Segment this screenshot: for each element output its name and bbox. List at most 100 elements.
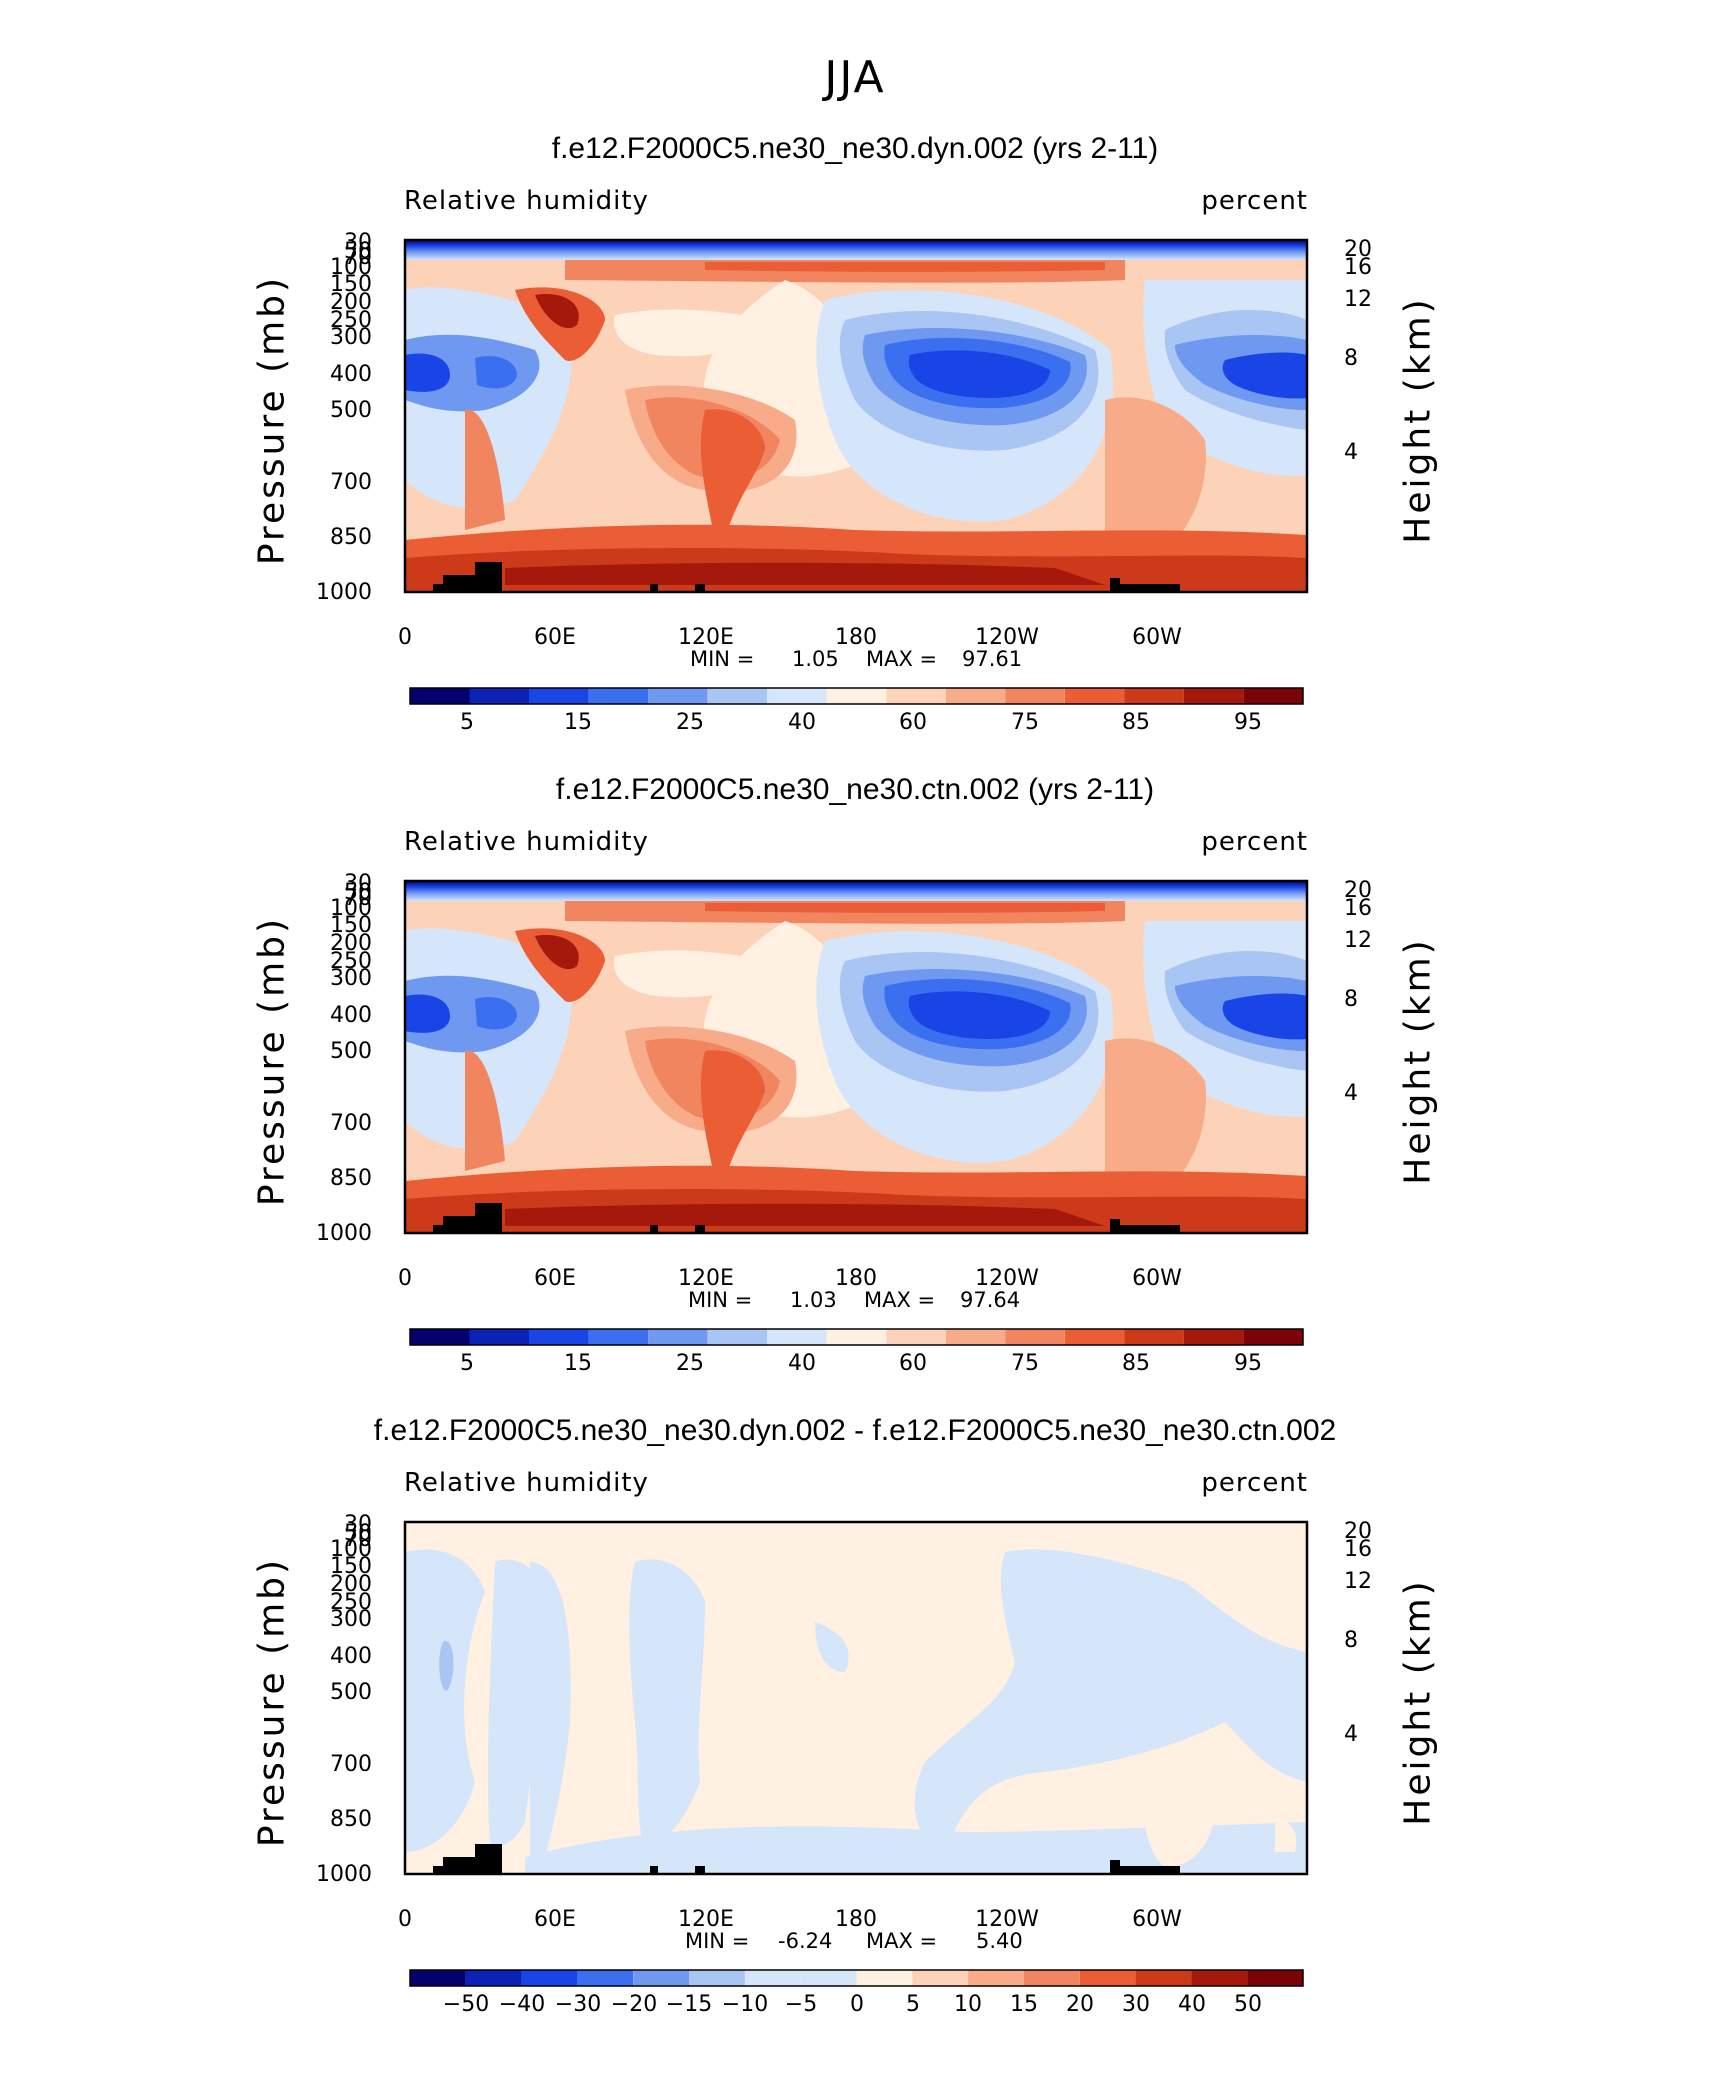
panel3-field-pos-east — [1143, 1762, 1215, 1867]
panel3-ytick: 50 — [344, 1521, 372, 1546]
panel3-field-neg-east2 — [815, 1622, 849, 1672]
panel2-heatmap — [403, 879, 1309, 1235]
panel2-field-very-dry-west — [405, 994, 450, 1033]
cb-swatch — [968, 1970, 1024, 1986]
panel1-height-tick: 8 — [1344, 346, 1358, 371]
cb-swatch — [886, 1329, 946, 1345]
cb-swatch — [648, 688, 708, 704]
panel2-field-moist-mid-plume — [700, 1050, 765, 1181]
cb-swatch — [886, 688, 946, 704]
panel1-ytick: 850 — [330, 525, 372, 550]
panel2-xtick: 180 — [835, 1266, 877, 1291]
panel2-xtick: 120W — [975, 1266, 1039, 1291]
panel3-xtick: 60E — [534, 1907, 576, 1932]
cb-swatch — [469, 1329, 529, 1345]
panel1-cb-tick: 60 — [899, 710, 927, 735]
cb-swatch — [1247, 1970, 1303, 1986]
panel1-ytick: 500 — [330, 398, 372, 423]
cb-swatch — [1079, 1970, 1136, 1986]
panel3-ytick: 70 — [344, 1527, 372, 1552]
panel1-field-dry-far-east-core — [1222, 352, 1307, 399]
panel1-height-tick: 12 — [1344, 287, 1372, 312]
panel3-heatmap — [403, 1520, 1309, 1876]
panel2-units-label: percent — [1201, 827, 1308, 857]
cb-swatch — [648, 1329, 708, 1345]
panel3-height-tick: 8 — [1344, 1628, 1358, 1653]
panel3-cb-tick: 10 — [954, 1992, 982, 2017]
panel3-ytick: 700 — [330, 1752, 372, 1777]
cb-swatch — [689, 1970, 745, 1986]
panel1-height-axis-label: Height (km) — [1397, 296, 1439, 544]
cb-swatch — [856, 1970, 913, 1986]
cb-swatch — [529, 688, 589, 704]
panel3-height-axis-label: Height (km) — [1397, 1578, 1439, 1826]
cb-swatch — [1191, 1970, 1248, 1986]
panel1-height-tick: 16 — [1344, 255, 1372, 280]
panel2-cb-tick: 60 — [899, 1351, 927, 1376]
panel2-height-tick: 16 — [1344, 896, 1372, 921]
panel1-max-label: MAX = — [866, 647, 938, 671]
panel2-title: f.e12.F2000C5.ne30_ne30.ctn.002 (yrs 2-1… — [555, 773, 1155, 806]
panel3-xtick: 0 — [398, 1907, 412, 1932]
panel2-cb-tick: 75 — [1011, 1351, 1039, 1376]
cb-swatch — [912, 1970, 969, 1986]
panel3-cb-tick: 5 — [906, 1992, 920, 2017]
panel2-frame — [403, 879, 1309, 1235]
panel3-ytick: 200 — [330, 1572, 372, 1597]
panel2-ytick: 850 — [330, 1166, 372, 1191]
panel3-ytick: 250 — [330, 1590, 372, 1615]
panel2-ytick: 70 — [344, 886, 372, 911]
cb-swatch — [410, 688, 470, 704]
panel2-field-moist-surface-darkest — [505, 1203, 1105, 1226]
panel3-cb-tick: −40 — [498, 1992, 546, 2017]
panel1-field-dry-west — [405, 334, 540, 412]
panel2-ytick: 30 — [344, 871, 372, 896]
cb-swatch — [1124, 1329, 1184, 1345]
cb-swatch — [588, 1329, 649, 1345]
panel3-height-tick: 12 — [1344, 1569, 1372, 1594]
panel3-ytick: 850 — [330, 1807, 372, 1832]
panel2-field-moist-africa — [465, 1050, 505, 1171]
panel2-colorbar — [409, 1328, 1304, 1346]
panel3-cb-tick: 20 — [1066, 1992, 1094, 2017]
panel3-cb-tick: −10 — [721, 1992, 769, 2017]
panel1-cb-tick: 85 — [1122, 710, 1150, 735]
panel1-ytick: 300 — [330, 325, 372, 350]
panel2-max-label: MAX = — [864, 1288, 936, 1312]
panel1-ytick: 30 — [344, 230, 372, 255]
panel3-cb-tick: −30 — [554, 1992, 602, 2017]
panel1-cb-tick: 25 — [676, 710, 704, 735]
panel1-xtick: 180 — [835, 625, 877, 650]
panel1-field-moist-upper-core — [535, 294, 579, 329]
panel1-xtick: 120E — [678, 625, 734, 650]
cb-swatch — [410, 1329, 470, 1345]
panel1-field-upper-band-core — [705, 262, 1105, 272]
panel3-cb-tick: −5 — [784, 1992, 818, 2017]
panel1-xtick: 60E — [534, 625, 576, 650]
panel1-cb-tick: 40 — [788, 710, 816, 735]
cb-swatch — [465, 1970, 522, 1986]
panel3-ytick: 300 — [330, 1607, 372, 1632]
panel1-ytick: 250 — [330, 308, 372, 333]
panel1-min-value: 1.05 — [792, 647, 839, 671]
figure-title: JJA — [824, 52, 886, 103]
panel2-cb-tick: 40 — [788, 1351, 816, 1376]
panel2-ytick: 250 — [330, 949, 372, 974]
cb-swatch — [633, 1970, 690, 1986]
panel2-field-moist-low-east — [1105, 1038, 1206, 1181]
panel3-max-label: MAX = — [866, 1929, 938, 1953]
panel3-xtick: 60W — [1132, 1907, 1182, 1932]
panel1-cb-tick: 5 — [460, 710, 474, 735]
panel2-ytick: 50 — [344, 880, 372, 905]
panel1-xtick: 60W — [1132, 625, 1182, 650]
cb-swatch — [577, 1970, 634, 1986]
panel2-ytick: 700 — [330, 1111, 372, 1136]
panel1-xtick: 120W — [975, 625, 1039, 650]
panel1-colorbar — [409, 687, 1304, 705]
cb-swatch — [707, 1329, 768, 1345]
cb-swatch — [1064, 688, 1125, 704]
panel3-cb-tick: 30 — [1122, 1992, 1150, 2017]
panel2-ytick: 100 — [330, 896, 372, 921]
panel2-xtick: 60E — [534, 1266, 576, 1291]
cb-swatch — [1183, 688, 1244, 704]
